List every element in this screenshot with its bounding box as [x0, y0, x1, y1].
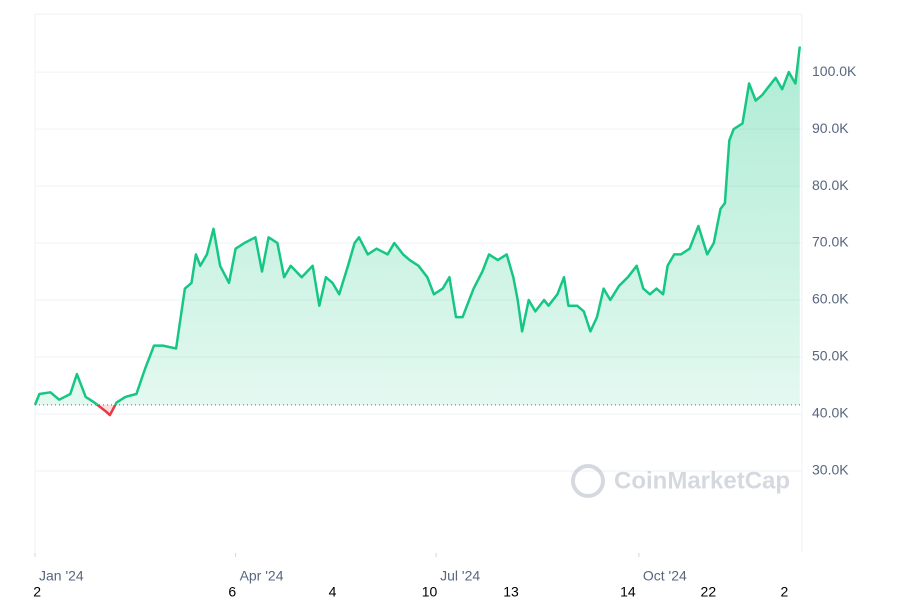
x-tick-label-secondary: 4 [329, 584, 337, 600]
x-tick-label: Apr '24 [240, 568, 284, 584]
y-tick-label: 80.0K [812, 177, 849, 193]
x-tick-label: Oct '24 [643, 568, 687, 584]
x-tick-label: Jan '24 [39, 568, 84, 584]
watermark-logo [571, 464, 605, 498]
y-tick-label: 90.0K [812, 120, 849, 136]
x-tick-label-secondary: 6 [228, 584, 236, 600]
x-tick-label-secondary: 2 [33, 584, 41, 600]
price-line [33, 46, 802, 405]
y-tick-label: 60.0K [812, 291, 849, 307]
y-tick-label: 70.0K [812, 234, 849, 250]
x-tick-label-secondary: 2 [780, 584, 788, 600]
area-fill [35, 46, 800, 405]
watermark-text: CoinMarketCap [614, 467, 790, 494]
y-tick-label: 50.0K [812, 348, 849, 364]
area-fill-below [35, 404, 116, 416]
x-tick-label-secondary: 14 [620, 584, 636, 600]
y-tick-label: 100.0K [812, 63, 857, 79]
x-tick-label-secondary: 13 [503, 584, 519, 600]
y-tick-label: 40.0K [812, 405, 849, 421]
watermark: CoinMarketCap [571, 464, 790, 498]
x-tick-label: Jul '24 [440, 568, 480, 584]
x-tick-label-secondary: 10 [422, 584, 438, 600]
y-tick-label: 30.0K [812, 462, 849, 478]
x-tick-label-secondary: 22 [701, 584, 717, 600]
